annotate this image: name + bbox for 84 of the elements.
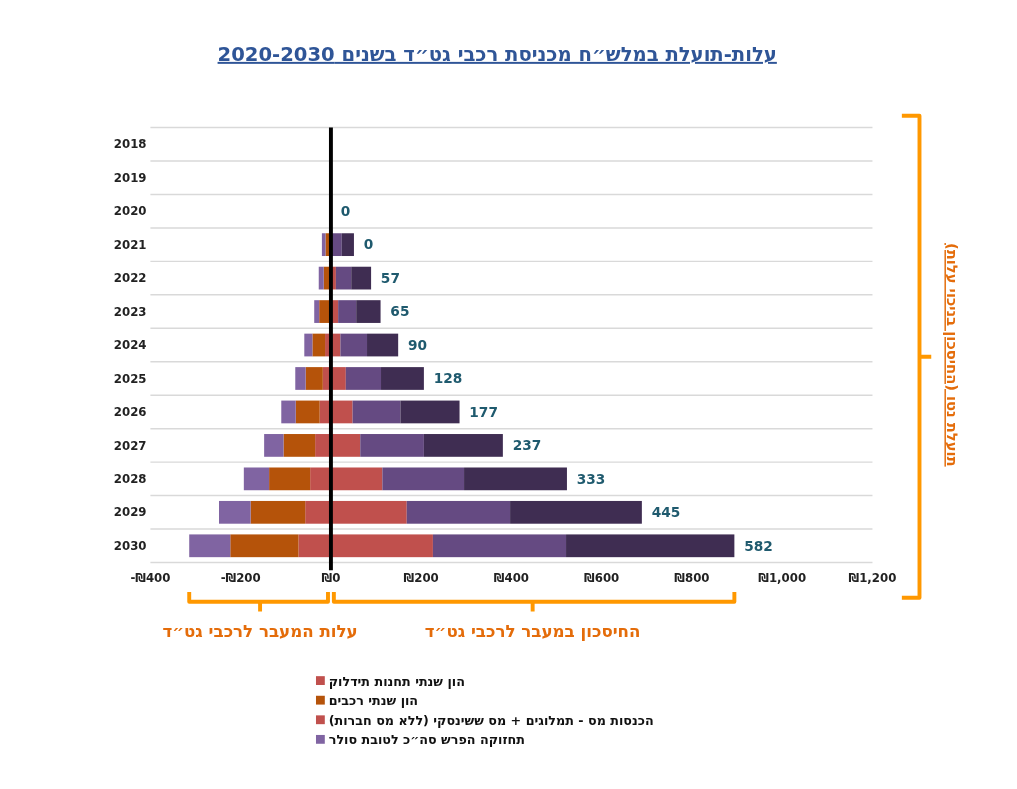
y-tick-label: 2026 bbox=[113, 405, 147, 420]
annotation: 90 bbox=[407, 336, 428, 353]
y-tick-label: 2028 bbox=[113, 471, 147, 486]
x-tick-label: ₪1,200 bbox=[848, 571, 897, 586]
x-tick-label: ₪800 bbox=[674, 571, 710, 586]
bar bbox=[269, 467, 311, 491]
bar bbox=[314, 300, 320, 323]
bar bbox=[295, 400, 320, 424]
bar bbox=[330, 467, 383, 491]
bar bbox=[367, 333, 399, 357]
bar bbox=[356, 300, 381, 323]
bar bbox=[305, 500, 331, 524]
bar bbox=[510, 500, 642, 524]
bar bbox=[341, 233, 354, 257]
bar bbox=[219, 500, 251, 524]
bar bbox=[310, 467, 331, 491]
annotation: 57 bbox=[380, 269, 400, 286]
bar bbox=[283, 434, 316, 457]
bar bbox=[281, 400, 296, 424]
annotation: 0 bbox=[340, 202, 351, 219]
y-tick-label: 2027 bbox=[113, 438, 147, 453]
y-tick-label: 2025 bbox=[113, 371, 147, 386]
bar bbox=[382, 467, 465, 491]
x-tick-label: ₪600 bbox=[584, 571, 620, 586]
bar bbox=[250, 500, 306, 524]
bar bbox=[432, 534, 567, 558]
bar bbox=[189, 534, 231, 558]
text: עלות המעבר לרכבי גט״ד bbox=[162, 621, 358, 641]
annotation: 333 bbox=[576, 470, 606, 487]
bar bbox=[345, 367, 382, 390]
x-tick-label: ₪400 bbox=[493, 571, 530, 586]
bar bbox=[318, 266, 324, 290]
bar bbox=[338, 300, 357, 323]
annotation: 582 bbox=[744, 537, 773, 554]
legend-label: הון שנתי רכבים bbox=[328, 693, 419, 709]
bar bbox=[381, 367, 424, 390]
bar bbox=[352, 400, 401, 424]
bar bbox=[340, 333, 368, 357]
annotation: 177 bbox=[469, 403, 498, 420]
y-tick-label: 2020 bbox=[113, 204, 147, 219]
bar bbox=[305, 367, 323, 390]
y-tick-label: 2018 bbox=[113, 137, 147, 152]
bar bbox=[464, 467, 567, 491]
bar bbox=[330, 500, 407, 524]
x-tick-label: -₪400 bbox=[130, 571, 171, 586]
y-tick-label: 2023 bbox=[113, 304, 147, 319]
text: תועלת נטו (החיסכון בניכוי עלות) bbox=[942, 243, 961, 467]
bar bbox=[312, 333, 326, 357]
x-tick-label: -₪200 bbox=[220, 571, 261, 586]
legend-label: הכנסות מס - תמלוגים + מס ששינסקי (ללא מס חברות) bbox=[328, 712, 654, 728]
chart-title: עלות-תועלת במלש״ח מכניסת רכבי גט״ד בשנים 2020-2030 bbox=[217, 42, 777, 66]
text: החיסכון במעבר לרכבי גט״ד bbox=[424, 621, 641, 641]
annotation: 128 bbox=[433, 370, 463, 387]
bar bbox=[295, 367, 306, 390]
x-tick-label: ₪1,000 bbox=[758, 571, 807, 586]
bar bbox=[330, 434, 361, 457]
y-tick-label: 2030 bbox=[113, 538, 147, 553]
x-tick-label: ₪0 bbox=[321, 571, 341, 586]
bar bbox=[304, 333, 313, 357]
bar bbox=[321, 233, 326, 257]
bar bbox=[400, 400, 460, 424]
bar bbox=[298, 534, 331, 558]
bar bbox=[330, 534, 433, 558]
bar bbox=[406, 500, 511, 524]
bar bbox=[351, 266, 372, 290]
annotation: 237 bbox=[512, 437, 542, 454]
bar bbox=[243, 467, 270, 491]
y-tick-label: 2029 bbox=[113, 505, 147, 520]
annotation: 445 bbox=[651, 504, 681, 521]
legend-label: תחזוקה הפרש סה״כ לטובת סולר bbox=[328, 732, 525, 748]
x-tick-label: ₪200 bbox=[403, 571, 439, 586]
bar bbox=[230, 534, 299, 558]
legend-label: הון שנתי תחנות תידלוק bbox=[328, 673, 465, 689]
annotation: 0 bbox=[363, 236, 374, 253]
y-tick-label: 2021 bbox=[113, 237, 147, 252]
bar bbox=[566, 534, 735, 558]
annotation: 65 bbox=[390, 303, 410, 320]
bar bbox=[264, 434, 284, 457]
bar bbox=[423, 434, 503, 457]
bar bbox=[360, 434, 424, 457]
y-tick-label: 2019 bbox=[113, 170, 147, 185]
y-tick-label: 2024 bbox=[113, 338, 147, 353]
bar bbox=[335, 266, 352, 290]
y-tick-label: 2022 bbox=[113, 271, 147, 286]
